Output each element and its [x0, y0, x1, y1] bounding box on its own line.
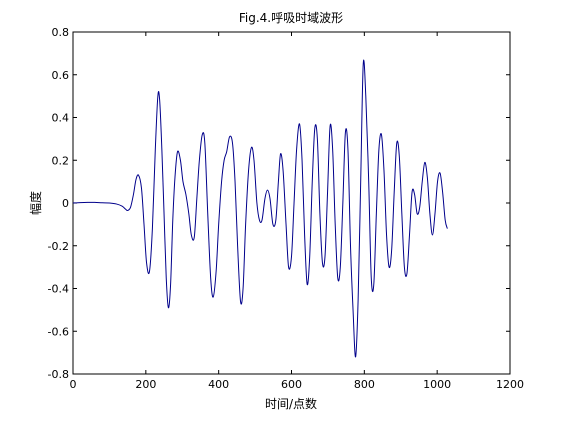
y-tick-label: 0 [62, 197, 69, 210]
x-axis-label: 时间/点数 [265, 396, 317, 411]
x-tick-label: 0 [70, 378, 77, 391]
x-tick-label: 800 [354, 378, 375, 391]
y-axis-label: 幅度 [28, 191, 43, 215]
x-tick-label: 200 [135, 378, 156, 391]
y-tick-label: 0.4 [52, 112, 70, 125]
y-tick-label: -0.2 [48, 240, 69, 253]
y-tick-label: -0.8 [48, 368, 69, 381]
x-tick-label: 400 [208, 378, 229, 391]
y-tick-label: -0.6 [48, 325, 69, 338]
y-tick-label: 0.6 [52, 69, 70, 82]
y-tick-label: 0.8 [52, 26, 70, 39]
x-tick-label: 1000 [423, 378, 451, 391]
x-tick-label: 600 [281, 378, 302, 391]
y-tick-label: 0.2 [52, 154, 70, 167]
x-tick-label: 1200 [496, 378, 524, 391]
y-tick-label: -0.4 [48, 283, 69, 296]
plot-area [73, 32, 510, 374]
chart-title: Fig.4.呼吸时域波形 [239, 11, 343, 25]
